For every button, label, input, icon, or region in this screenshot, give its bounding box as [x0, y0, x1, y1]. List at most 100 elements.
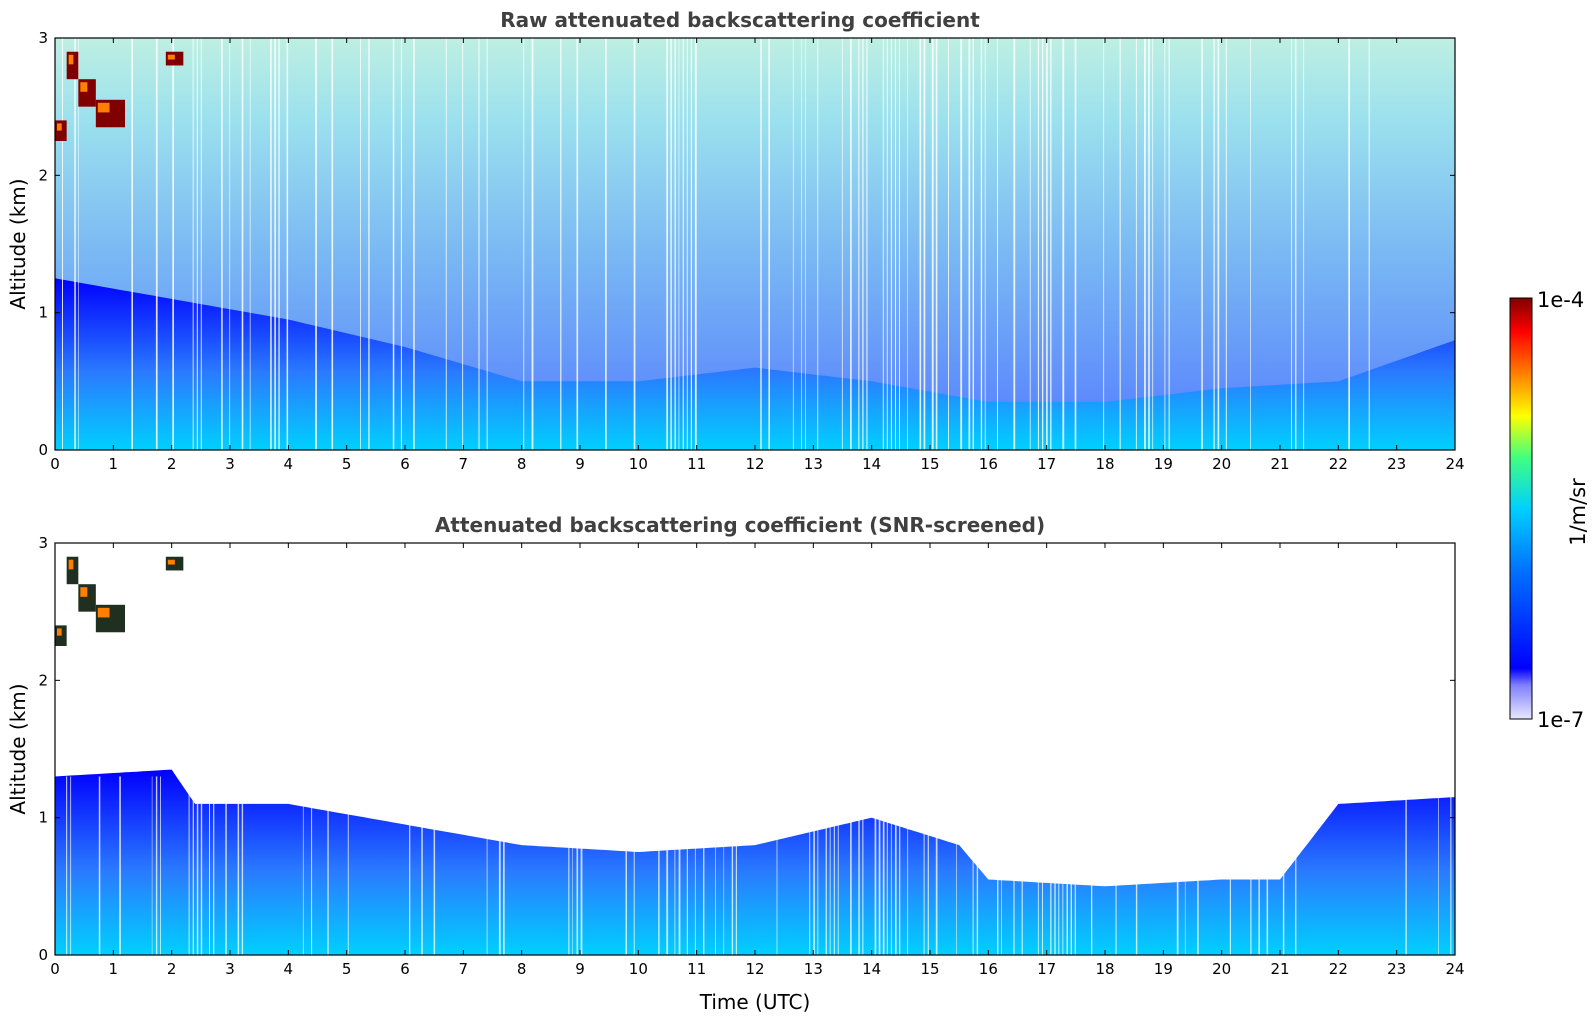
data-gap-stripe	[119, 776, 121, 955]
data-gap-stripe	[74, 38, 76, 450]
x-tick-label: 5	[342, 960, 352, 978]
data-gap-stripe	[731, 776, 734, 955]
data-gap-stripe	[213, 776, 215, 955]
data-gap-stripe	[131, 38, 133, 450]
data-gap-stripe	[760, 38, 762, 450]
data-gap-stripe	[980, 38, 983, 450]
cloud-core	[57, 123, 62, 131]
data-gap-stripe	[658, 776, 660, 955]
data-gap-stripe	[98, 776, 101, 955]
x-axis: 0 1 2 3 4 5 6 7 8 9 10 11 12 13 14 15 16 17 18 19 20 21 22 23 24	[50, 543, 1465, 978]
data-gap-stripe	[462, 38, 464, 450]
x-tick-label: 8	[517, 455, 527, 473]
data-gap-stripe	[498, 776, 501, 955]
cloud-core	[68, 54, 74, 65]
x-tick-label: 16	[979, 960, 998, 978]
x-tick-label: 4	[284, 960, 294, 978]
data-gap-stripe	[1295, 776, 1297, 955]
x-tick-label: 13	[804, 960, 823, 978]
data-gap-stripe	[478, 38, 480, 450]
data-gap-stripe	[270, 38, 272, 450]
x-tick-label: 17	[1037, 960, 1056, 978]
x-tick-label: 7	[459, 455, 469, 473]
data-gap-stripe	[674, 38, 676, 450]
x-tick-label: 1	[109, 455, 119, 473]
data-gap-stripe	[723, 776, 725, 955]
x-tick-label: 19	[1154, 960, 1173, 978]
x-tick-label: 0	[50, 960, 60, 978]
data-gap-stripe	[486, 776, 488, 955]
y-axis: 0 1 2 3	[38, 29, 1455, 459]
data-gap-stripe	[523, 38, 525, 450]
data-gap-stripe	[837, 776, 839, 955]
data-gap-stripe	[1054, 776, 1056, 955]
data-gap-stripe	[1148, 38, 1150, 450]
x-tick-label: 23	[1387, 960, 1406, 978]
data-gap-stripe	[850, 38, 852, 450]
x-tick-label: 15	[920, 960, 939, 978]
data-gap-stripe	[1144, 38, 1146, 450]
data-gap-stripe	[678, 776, 681, 955]
data-gap-stripe	[1225, 38, 1227, 450]
data-gap-stripe	[413, 38, 415, 450]
cloud-core	[80, 82, 88, 92]
data-gap-stripe	[1152, 38, 1154, 450]
data-gap-stripe	[899, 38, 900, 450]
cloud-core	[68, 559, 74, 570]
data-gap-stripe	[1197, 776, 1199, 955]
data-gap-stripe	[1062, 38, 1065, 450]
data-gap-stripe	[1438, 776, 1439, 955]
data-gap-stripe	[801, 38, 802, 450]
data-gap-stripe	[196, 776, 199, 955]
data-gap-stripe	[155, 776, 158, 955]
y-axis-label: Altitude (km)	[6, 178, 30, 309]
data-gap-stripe	[633, 776, 635, 955]
data-gap-stripe	[878, 776, 881, 955]
data-gap-stripe	[686, 776, 688, 955]
data-gap-stripe	[605, 38, 607, 450]
data-gap-stripe	[192, 38, 194, 450]
x-tick-label: 12	[745, 455, 764, 473]
data-gap-stripe	[1250, 776, 1252, 955]
data-gap-stripe	[666, 776, 669, 955]
x-tick-label: 1	[109, 960, 119, 978]
colorbar: 1e-4 1e-7 1/m/sr	[1509, 288, 1590, 732]
data-gap-stripe	[1013, 38, 1016, 450]
data-gap-stripe	[984, 38, 986, 450]
x-tick-label: 2	[167, 455, 177, 473]
x-tick-label: 16	[979, 455, 998, 473]
data-gap-stripe	[886, 776, 888, 955]
data-gap-stripe	[1037, 38, 1039, 450]
data-gap-stripe	[874, 776, 877, 955]
data-gap-stripe	[927, 776, 929, 955]
data-gap-stripe	[899, 776, 901, 955]
data-gap-stripe	[1405, 776, 1407, 955]
y-axis: 0 1 2 3	[38, 534, 1455, 964]
data-gap-stripe	[1013, 776, 1015, 955]
panel-title: Attenuated backscattering coefficient (S…	[435, 513, 1045, 537]
data-gap-stripe	[229, 38, 231, 450]
data-gap-stripe	[1450, 776, 1452, 955]
x-tick-label: 18	[1095, 960, 1114, 978]
y-tick-label: 1	[38, 809, 48, 827]
x-tick-label: 9	[575, 455, 585, 473]
snr-screened-panel: Attenuated backscattering coefficient (S…	[6, 513, 1465, 1014]
data-gap-stripe	[813, 776, 815, 955]
data-gap-stripe	[311, 776, 313, 955]
data-gap-stripe	[221, 38, 223, 450]
data-gap-stripe	[625, 776, 627, 955]
data-gap-stripe	[347, 776, 349, 955]
data-gap-stripe	[907, 776, 909, 955]
data-gap-stripe	[956, 776, 957, 955]
cloud-patch	[66, 51, 79, 80]
data-gap-stripe	[694, 38, 697, 450]
raw-backscatter-heatmap	[55, 38, 1455, 450]
data-gap-stripe	[858, 776, 860, 955]
data-gap-stripe	[200, 776, 203, 955]
data-gap-stripe	[858, 38, 860, 450]
x-axis-label: Time (UTC)	[699, 990, 811, 1014]
cloud-patch	[55, 625, 67, 646]
aerosol-layer	[55, 769, 1455, 955]
data-gap-stripe	[972, 776, 974, 955]
data-gap-stripe	[923, 776, 925, 955]
